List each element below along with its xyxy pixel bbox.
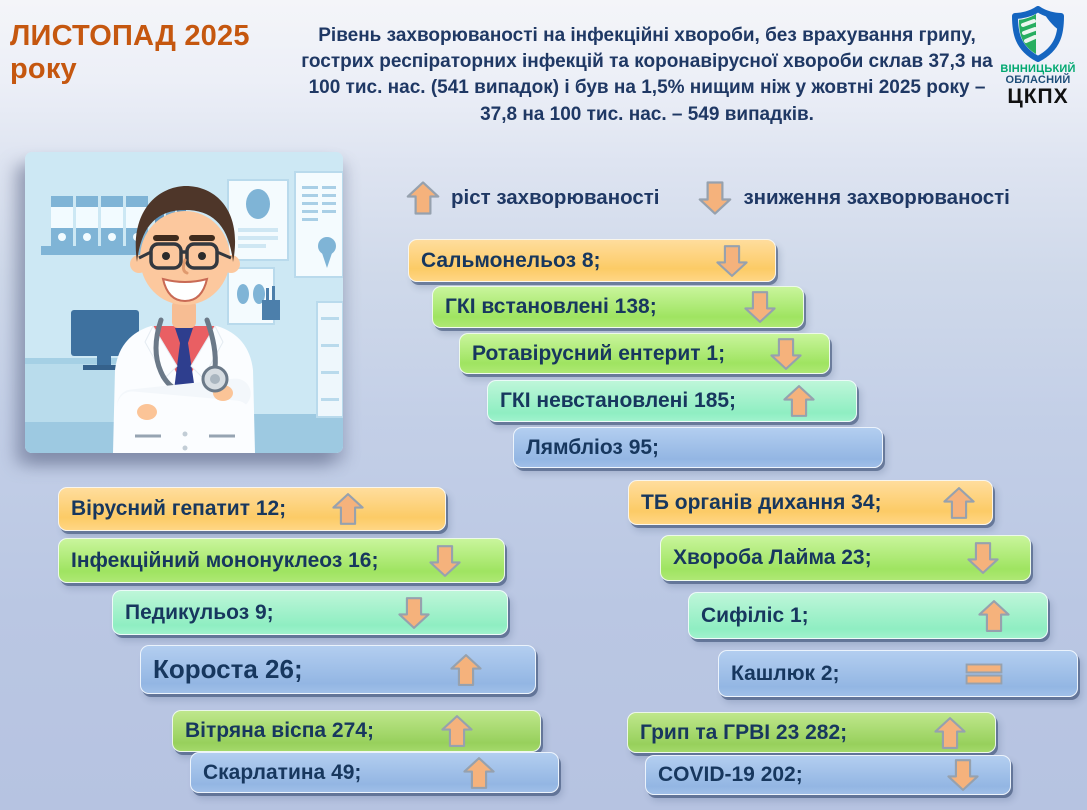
up-arrow-icon bbox=[943, 486, 975, 519]
logo-org-abbr: ЦКПХ bbox=[1007, 85, 1069, 109]
disease-label: Вітряна віспа 274; bbox=[185, 719, 374, 742]
disease-label: Ротавірусний ентерит 1; bbox=[472, 341, 726, 365]
down-arrow-icon bbox=[716, 244, 748, 277]
disease-box-rotavirus-enteritis: Ротавірусний ентерит 1; bbox=[459, 333, 830, 374]
down-arrow-icon bbox=[429, 544, 461, 577]
disease-label: Вірусний гепатит 12; bbox=[71, 497, 287, 520]
disease-label: Короста 26; bbox=[153, 654, 303, 684]
down-arrow-icon bbox=[967, 542, 999, 574]
disease-label: Педикульоз 9; bbox=[125, 600, 274, 624]
up-arrow-icon bbox=[978, 599, 1010, 632]
disease-label: ГКІ встановлені 138; bbox=[445, 295, 657, 318]
org-logo: ВІННИЦЬКИЙ ОБЛАСНИЙ ЦКПХ bbox=[995, 6, 1081, 108]
summary-text: Рівень захворюваності на інфекційні хвор… bbox=[301, 25, 993, 125]
disease-box-covid-19: COVID-19 202; bbox=[645, 755, 1011, 795]
up-arrow-icon bbox=[934, 716, 966, 749]
disease-label: COVID-19 202; bbox=[658, 763, 803, 786]
down-arrow-icon bbox=[744, 291, 776, 323]
disease-box-pediculosis: Педикульоз 9; bbox=[112, 590, 508, 635]
disease-box-gki-established: ГКІ встановлені 138; bbox=[432, 286, 804, 328]
up-arrow-icon bbox=[441, 715, 473, 747]
fall-label: зниження захворюваності bbox=[743, 186, 1010, 209]
disease-label: Сифіліс 1; bbox=[701, 603, 809, 627]
doctor-illustration bbox=[25, 152, 343, 453]
disease-box-tb-respiratory: ТБ органів дихання 34; bbox=[628, 480, 993, 525]
disease-label: Інфекційний мононуклеоз 16; bbox=[71, 548, 379, 572]
shield-logo-icon bbox=[1012, 6, 1064, 62]
disease-label: Скарлатина 49; bbox=[203, 760, 362, 784]
disease-label: Грип та ГРВІ 23 282; bbox=[640, 720, 848, 744]
logo-org-name-line1: ВІННИЦЬКИЙ bbox=[1000, 63, 1076, 75]
disease-box-salmonellosis: Сальмонельоз 8; bbox=[408, 239, 776, 282]
down-arrow-icon bbox=[398, 596, 430, 629]
disease-box-scabies: Короста 26; bbox=[140, 645, 536, 694]
logo-org-name-line2: ОБЛАСНИЙ bbox=[1005, 74, 1071, 87]
rise-arrow-icon bbox=[406, 181, 440, 215]
up-arrow-icon bbox=[332, 493, 364, 525]
disease-label: ГКІ невстановлені 185; bbox=[500, 389, 737, 412]
down-arrow-icon bbox=[947, 759, 979, 791]
equal-icon bbox=[965, 663, 1003, 684]
disease-box-chickenpox: Вітряна віспа 274; bbox=[172, 710, 541, 752]
disease-box-viral-hepatitis: Вірусний гепатит 12; bbox=[58, 487, 446, 531]
disease-box-gki-unidentified: ГКІ невстановлені 185; bbox=[487, 380, 857, 422]
disease-box-pertussis: Кашлюк 2; bbox=[718, 650, 1078, 697]
fall-arrow-icon bbox=[699, 181, 732, 215]
trend-legend: ріст захворюваності зниження захворювано… bbox=[405, 181, 1010, 215]
rise-label: ріст захворюваності bbox=[451, 186, 660, 209]
disease-box-flu-arvi: Грип та ГРВІ 23 282; bbox=[627, 712, 996, 753]
disease-box-syphilis: Сифіліс 1; bbox=[688, 592, 1048, 639]
up-arrow-icon bbox=[463, 756, 495, 789]
disease-box-giardiasis: Лямбліоз 95; bbox=[513, 427, 883, 468]
disease-label: Хвороба Лайма 23; bbox=[673, 546, 872, 569]
disease-box-scarlet-fever: Скарлатина 49; bbox=[190, 752, 559, 793]
page-title: ЛИСТОПАД 2025 року bbox=[10, 20, 250, 85]
up-arrow-icon bbox=[450, 653, 482, 686]
down-arrow-icon bbox=[770, 337, 802, 370]
disease-box-infectious-mononucleosis: Інфекційний мононуклеоз 16; bbox=[58, 538, 505, 583]
disease-label: Лямбліоз 95; bbox=[526, 435, 660, 459]
disease-box-lyme-disease: Хвороба Лайма 23; bbox=[660, 535, 1031, 581]
disease-label: Сальмонельоз 8; bbox=[421, 248, 601, 272]
up-arrow-icon bbox=[783, 385, 815, 417]
disease-label: ТБ органів дихання 34; bbox=[641, 490, 882, 514]
disease-label: Кашлюк 2; bbox=[731, 661, 840, 685]
